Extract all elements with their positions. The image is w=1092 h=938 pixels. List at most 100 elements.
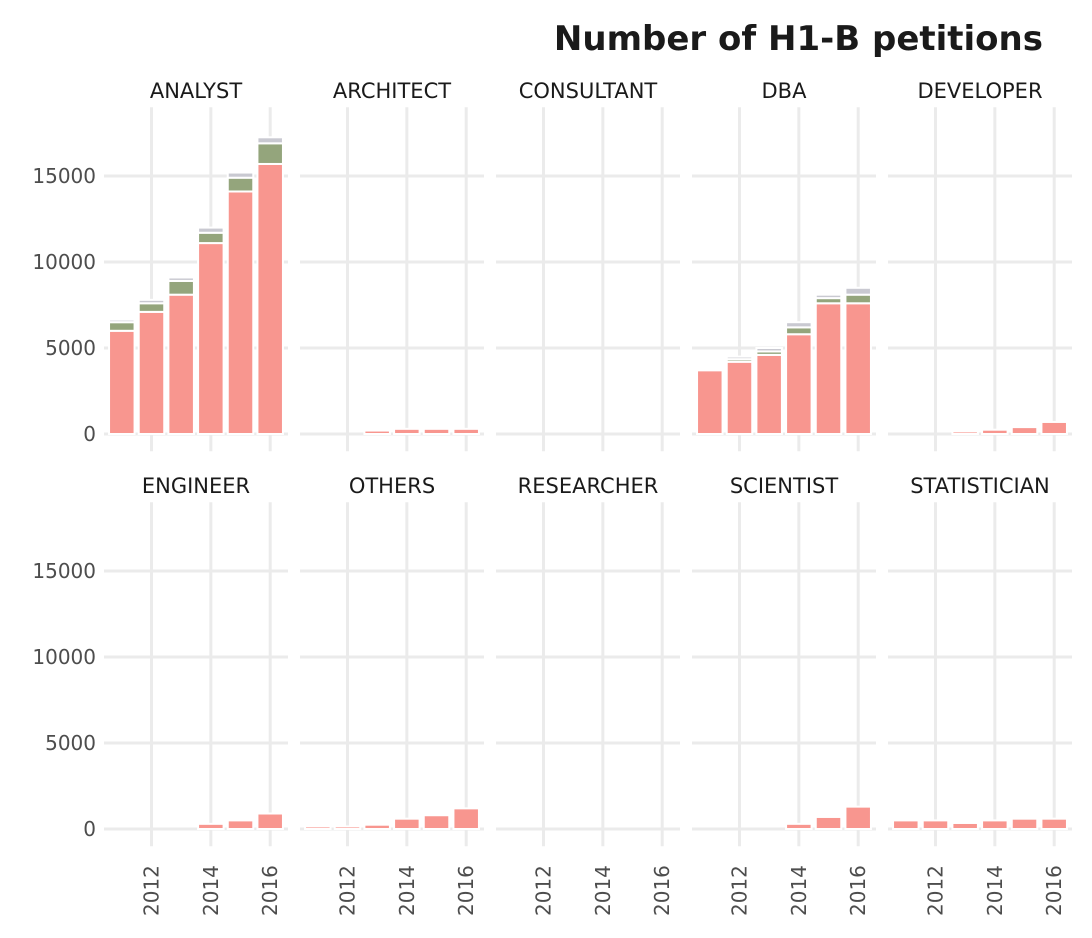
bar-segment [197,231,225,245]
facet-strip-label: STATISTICIAN [910,474,1050,498]
bar-segment [814,302,843,435]
facet-panel-analyst: ANALYST 0 5000 10000 15000 [32,79,288,452]
y-tick-label: 15000 [32,559,96,583]
bar-segment [755,347,783,353]
bar-segment [1040,817,1068,830]
bar-segment [167,293,195,435]
bar-segment [363,823,391,831]
bar-segment [452,807,480,830]
facet-panel-dba: DBA [692,79,876,452]
bar-segment [363,429,391,435]
bar-segment [981,819,1009,831]
bar-segment [108,329,136,435]
x-tick-label: 2012 [335,865,359,916]
bar-segment [422,427,451,435]
bar-segment [844,286,872,296]
panels-layer: ANALYST 0 5000 10000 15000 ARCHITECT CONSULTAN… [32,79,1072,916]
facet-panel-researcher: RESEARCHER 2012 2014 2016 [496,474,680,916]
chart-title: Number of H1-B petitions [554,19,1043,59]
bar-segment [725,355,754,361]
bar-segment [393,427,421,435]
y-tick-label: 5000 [45,731,96,755]
x-tick-label: 2014 [199,865,223,916]
bar-segment [137,298,166,305]
bar-segment [755,353,783,436]
bar-segment [226,176,255,193]
facet-strip-label: CONSULTANT [519,79,658,103]
bar-segment [844,302,872,435]
x-tick-label: 2012 [139,865,163,916]
bar-segment [892,819,920,831]
bar-segment [108,318,136,324]
bar-segment [981,428,1009,436]
bar-segment [137,310,166,436]
x-tick-label: 2014 [395,865,419,916]
facet-strip-label: ARCHITECT [333,79,451,103]
bar-segment [844,293,872,305]
bar-segment [197,226,225,234]
facet-panel-developer: DEVELOPER [888,79,1072,452]
bar-segment [333,825,362,830]
y-tick-label: 15000 [32,164,96,188]
bar-segment [785,321,813,329]
bar-segment [256,142,284,165]
bar-segment [256,162,284,436]
bar-segment [785,333,813,435]
x-tick-label: 2016 [258,865,282,916]
bar-segment [256,812,284,831]
facet-strip-label: ANALYST [150,79,243,103]
bar-segment [951,430,979,436]
bar-segment [844,805,872,831]
facet-panel-engineer: ENGINEER 0 5000 10000 15000 2012 2014 2016 [32,474,288,916]
bar-segment [422,814,451,830]
bar-segment [197,242,225,435]
bar-segment [725,360,754,436]
x-tick-label: 2014 [591,865,615,916]
y-tick-label: 0 [83,422,96,446]
x-tick-label: 2016 [454,865,478,916]
x-tick-label: 2016 [650,865,674,916]
x-tick-label: 2014 [787,865,811,916]
facet-strip-label: DEVELOPER [917,79,1042,103]
facet-strip-label: SCIENTIST [730,474,839,498]
bar-segment [785,822,813,831]
bar-segment [167,276,195,282]
y-tick-label: 10000 [32,645,96,669]
x-tick-label: 2016 [846,865,870,916]
facet-panel-architect: ARCHITECT [300,79,484,452]
bar-segment [226,819,255,831]
facet-panel-others: OTHERS 2012 2014 2016 [300,474,484,916]
facet-panel-consultant: CONSULTANT [496,79,680,452]
facet-strip-label: RESEARCHER [518,474,659,498]
x-tick-label: 2012 [531,865,555,916]
bar-segment [197,822,225,831]
facet-strip-label: OTHERS [349,474,435,498]
bar-segment [108,321,136,332]
facet-strip-label: ENGINEER [142,474,250,498]
bar-segment [921,819,950,831]
bar-segment [785,326,813,336]
facet-panel-statistician: STATISTICIAN 2012 2014 2016 [888,474,1072,916]
y-tick-label: 5000 [45,336,96,360]
bar-segment [1040,420,1068,435]
bar-segment [167,279,195,296]
bar-segment [304,825,332,830]
bar-segment [256,136,284,145]
y-tick-label: 10000 [32,250,96,274]
bar-segment [137,302,166,313]
x-tick-label: 2012 [727,865,751,916]
bar-segment [814,815,843,831]
y-tick-label: 0 [83,817,96,841]
facet-strip-label: DBA [762,79,808,103]
bar-segment [452,427,480,435]
bar-segment [226,190,255,435]
facet-panel-scientist: SCIENTIST 2012 2014 2016 [692,474,876,916]
bar-segment [951,821,979,830]
bar-segment [1010,817,1039,830]
bar-segment [1010,426,1039,435]
x-tick-label: 2016 [1042,865,1066,916]
x-tick-label: 2014 [983,865,1007,916]
bar-segment [393,817,421,830]
